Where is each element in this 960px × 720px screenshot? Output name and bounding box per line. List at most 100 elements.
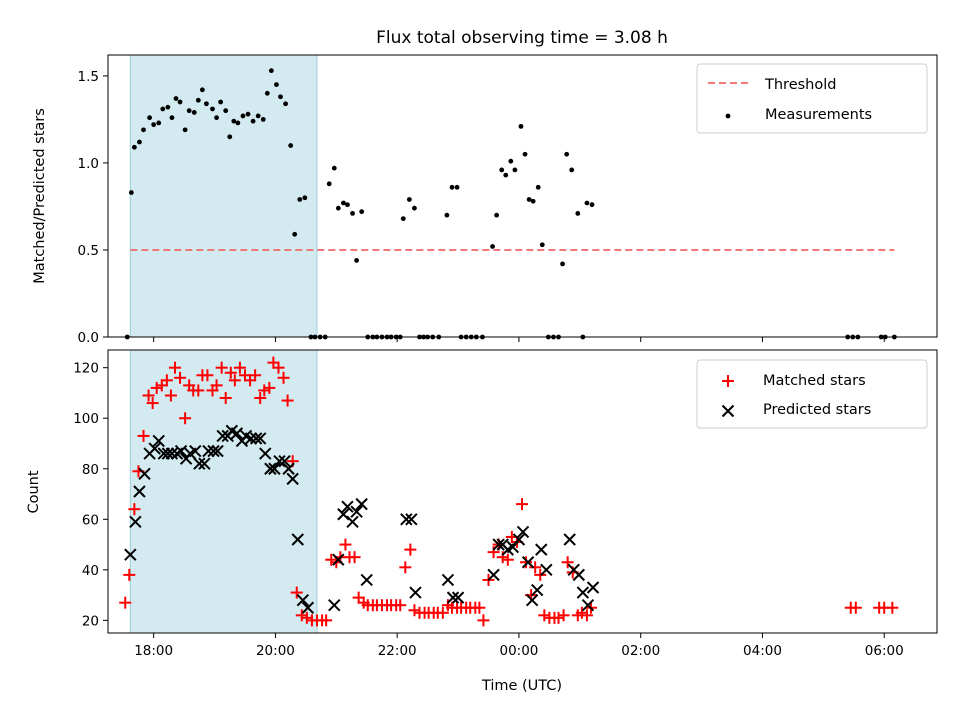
matched-star-point xyxy=(210,379,223,392)
predicted-star-marker-b xyxy=(350,505,363,518)
matched-star-point xyxy=(128,503,141,516)
matched-star-point xyxy=(487,546,500,559)
predicted-star-point xyxy=(487,568,500,582)
measurement-point xyxy=(182,127,188,133)
predicted-star-marker-b xyxy=(230,427,244,440)
measurement-point xyxy=(503,172,509,178)
bottom-legend: Matched stars Predicted stars xyxy=(696,359,928,429)
predicted-star-point xyxy=(492,538,505,551)
predicted-star-marker-b xyxy=(441,573,455,587)
predicted-star-point xyxy=(174,444,188,458)
measurement-point xyxy=(165,104,171,110)
measurement-point xyxy=(173,96,179,101)
bottom-shaded-interval xyxy=(129,349,318,634)
measurement-point xyxy=(354,258,359,263)
predicted-star-marker-b xyxy=(286,472,299,486)
matched-star-point xyxy=(520,556,533,569)
measurement-point xyxy=(449,184,455,190)
matched-star-point xyxy=(552,611,565,624)
predicted-star-marker-b xyxy=(148,442,161,455)
predicted-star-point xyxy=(525,593,539,607)
x-tick-label: 00:00 xyxy=(499,643,538,659)
matched-star-point xyxy=(501,553,514,566)
measurement-point xyxy=(564,151,570,157)
predicted-star-point xyxy=(531,583,544,597)
bottom-y-axis-label: Count xyxy=(26,470,42,513)
matched-star-point xyxy=(281,394,294,407)
matched-star-point xyxy=(477,614,490,627)
predicted-star-marker-b xyxy=(161,447,175,460)
predicted-star-point xyxy=(400,513,413,526)
bottom-legend-box xyxy=(696,359,928,429)
predicted-star-point xyxy=(328,598,341,612)
measurement-point xyxy=(255,113,261,119)
matched-star-point xyxy=(320,614,333,627)
predicted-star-point xyxy=(341,500,354,513)
predicted-star-point xyxy=(124,548,137,561)
measurement-point xyxy=(326,181,332,187)
predicted-star-point xyxy=(360,573,373,587)
predicted-star-point xyxy=(207,444,220,458)
matched-star-point xyxy=(142,389,155,402)
measurement-point xyxy=(274,82,279,87)
predicted-star-point xyxy=(189,444,202,458)
measurement-point xyxy=(250,118,256,124)
measurement-point xyxy=(412,205,417,211)
predicted-star-point xyxy=(282,462,295,475)
matched-star-point xyxy=(534,568,547,581)
predicted-star-point xyxy=(405,513,418,526)
matched-star-point xyxy=(258,384,271,397)
top-legend: Threshold Measurements xyxy=(696,63,928,134)
predicted-star-marker-b xyxy=(487,568,500,582)
matched-star-point xyxy=(219,392,232,405)
measurement-point xyxy=(227,134,233,140)
predicted-star-marker-b xyxy=(264,462,277,475)
measurement-point xyxy=(278,94,283,100)
predicted-star-point xyxy=(230,427,244,440)
x-tick-label: 02:00 xyxy=(621,643,660,659)
predicted-star-marker-b xyxy=(244,432,258,445)
predicted-star-point xyxy=(296,593,310,607)
measurement-point xyxy=(218,99,224,105)
predicted-star-point xyxy=(346,515,359,529)
measurement-point xyxy=(147,115,153,121)
predicted-star-point xyxy=(193,457,206,470)
measurement-point xyxy=(335,205,341,211)
predicted-star-point xyxy=(535,543,548,556)
measurement-point xyxy=(260,117,266,122)
measurement-point xyxy=(223,108,229,114)
predicted-star-point xyxy=(581,598,595,612)
measurement-point xyxy=(199,87,205,93)
predicted-star-point xyxy=(264,462,277,475)
predicted-star-marker-b xyxy=(174,444,188,458)
predicted-star-marker-b xyxy=(152,434,165,448)
predicted-star-point xyxy=(301,601,315,614)
measurement-point xyxy=(331,165,337,171)
predicted-star-marker-b xyxy=(409,586,422,599)
predicted-star-marker-b xyxy=(540,563,553,577)
predicted-star-marker-b xyxy=(138,467,151,481)
matched-star-point xyxy=(146,397,159,410)
measurement-point xyxy=(268,68,274,74)
predicted-star-marker-b xyxy=(586,581,600,594)
predicted-star-marker-b xyxy=(400,513,413,526)
measurement-point xyxy=(359,209,365,215)
measurement-point xyxy=(245,111,251,117)
predicted-star-marker-b xyxy=(521,556,535,569)
top-shaded-interval xyxy=(129,54,318,338)
predicted-star-point xyxy=(244,432,258,445)
x-tick-label: 22:00 xyxy=(378,643,417,659)
predicted-star-marker-b xyxy=(516,525,530,539)
matched-star-point xyxy=(228,374,241,387)
legend-predicted-swatch xyxy=(721,404,735,418)
matched-star-point xyxy=(155,379,168,392)
matched-star-point xyxy=(325,553,338,566)
predicted-star-marker-b xyxy=(259,447,272,460)
predicted-star-marker-b xyxy=(193,457,206,470)
matched-star-point xyxy=(496,551,509,564)
predicted-star-point xyxy=(521,556,535,569)
predicted-star-marker-b xyxy=(355,497,368,511)
predicted-star-marker-b xyxy=(189,444,202,458)
matched-star-point xyxy=(249,369,262,382)
predicted-star-marker-b xyxy=(301,601,315,614)
